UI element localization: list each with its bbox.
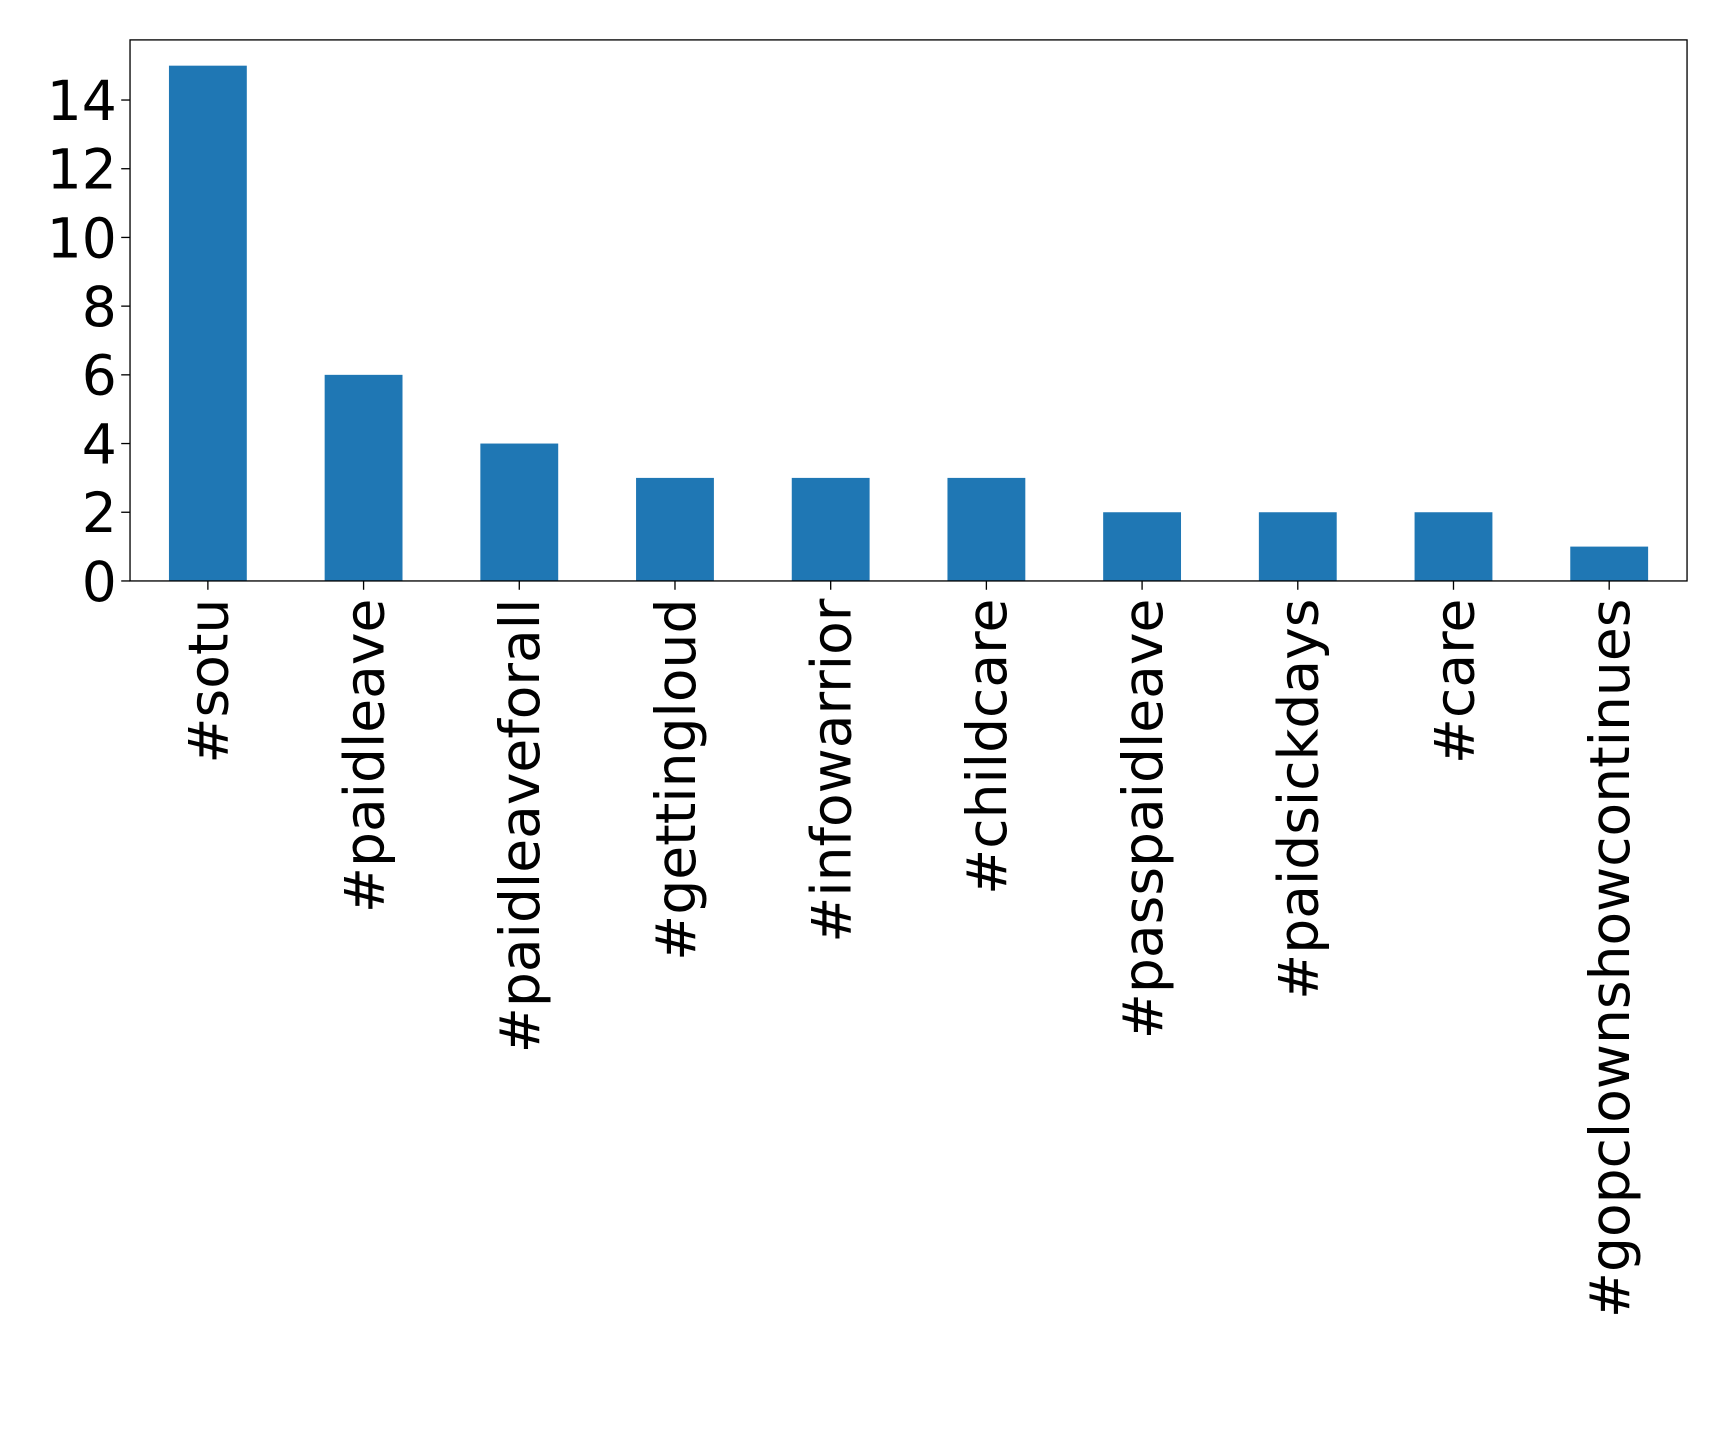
y-tick-label: 12 xyxy=(47,138,117,202)
bar xyxy=(1570,546,1649,581)
x-tick-label: #childcare xyxy=(955,599,1019,895)
bar xyxy=(1258,512,1337,581)
x-tick-label: #care xyxy=(1422,599,1486,765)
plot-frame xyxy=(129,39,1688,582)
y-tick-label: 10 xyxy=(47,206,117,270)
y-tick-label: 8 xyxy=(82,275,117,339)
bar xyxy=(168,65,247,581)
x-tick-label: #sotu xyxy=(177,599,241,764)
bar xyxy=(791,477,870,581)
x-tick-label: #gettingloud xyxy=(644,599,708,961)
x-tick-label: #paidleaveforall xyxy=(488,599,552,1054)
y-tick-label: 14 xyxy=(47,69,117,133)
x-tick-label: #passpaidleave xyxy=(1111,599,1175,1040)
y-tick-label: 6 xyxy=(82,344,117,408)
y-tick-label: 0 xyxy=(82,550,117,614)
x-tick-label: #paidsickdays xyxy=(1267,599,1331,1000)
bar xyxy=(636,477,714,581)
bar xyxy=(1414,512,1493,581)
y-tick-label: 2 xyxy=(82,481,117,545)
bar xyxy=(1103,512,1182,581)
x-tick-label: #paidleave xyxy=(332,599,396,914)
bar xyxy=(324,374,403,581)
x-tick-label: #infowarrior xyxy=(800,598,864,943)
x-tick-label: #gopclownshowcontinues xyxy=(1578,599,1642,1319)
bar xyxy=(480,443,559,581)
bar xyxy=(947,477,1026,581)
y-tick-label: 4 xyxy=(82,412,117,476)
